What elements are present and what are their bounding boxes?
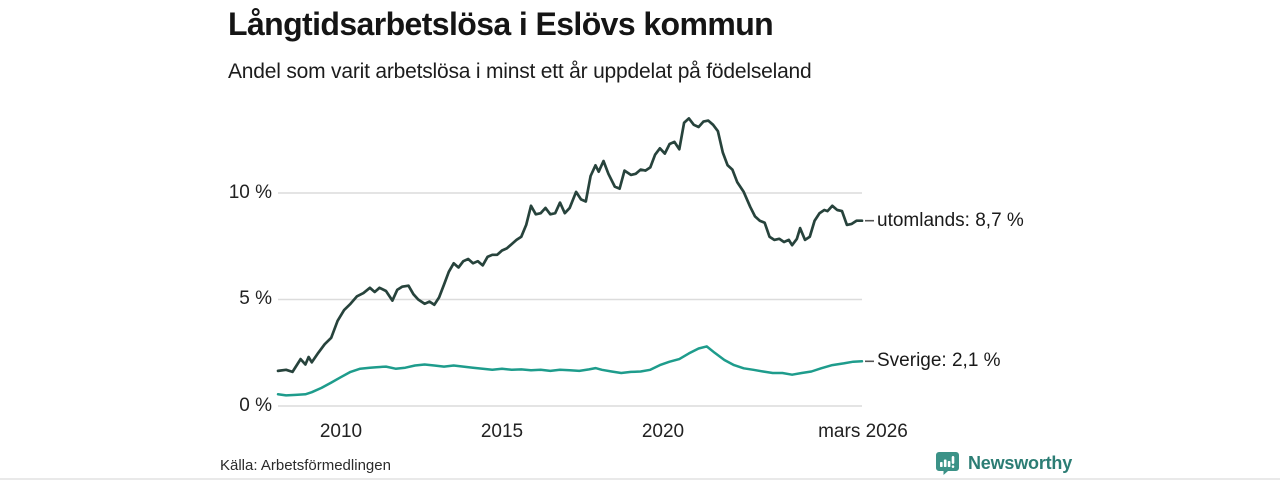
x-axis-tick-2020: 2020 [641, 421, 685, 442]
series-end-label-utomlands: utomlands: 8,7 % [877, 210, 1024, 231]
x-axis-tick-2010: 2010 [319, 421, 363, 442]
x-axis-end-label: mars 2026 [818, 421, 908, 442]
y-axis-tick-5: 5 % [239, 288, 272, 309]
chart-title: Långtidsarbetslösa i Eslövs kommun [228, 6, 774, 42]
chart-subtitle: Andel som varit arbetslösa i minst ett å… [228, 60, 812, 83]
newsworthy-brand-name: Newsworthy [968, 453, 1073, 473]
series-line-Sverige [276, 345, 864, 397]
y-axis-tick-10: 10 % [228, 182, 272, 203]
source-note: Källa: Arbetsförmedlingen [220, 457, 391, 474]
newsworthy-logo-icon [936, 452, 959, 475]
newsworthy-brand[interactable]: Newsworthy [935, 451, 1072, 476]
x-axis-tick-2015: 2015 [480, 421, 524, 442]
series-line-utomlands [276, 117, 864, 374]
y-axis-tick-0: 0 % [239, 395, 272, 416]
series-end-label-sverige: Sverige: 2,1 % [877, 350, 1001, 371]
